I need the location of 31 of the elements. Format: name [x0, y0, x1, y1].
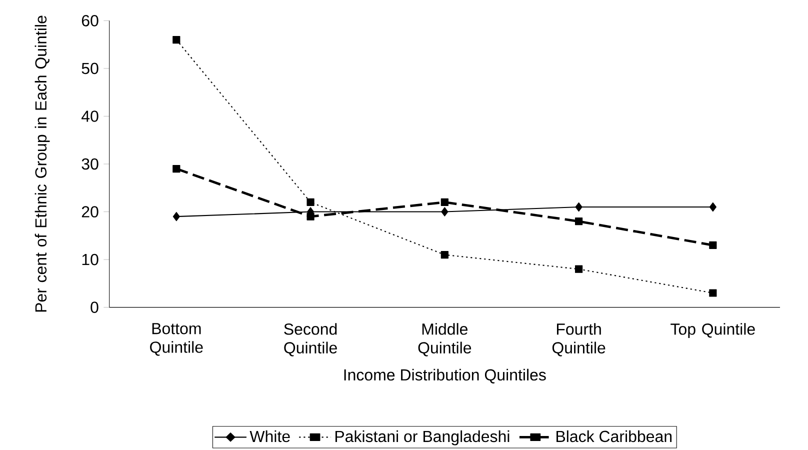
y-tick-label: 40 — [82, 110, 98, 122]
y-tick-label: 0 — [90, 302, 98, 313]
point — [440, 250, 448, 259]
legend-label: White — [250, 430, 290, 442]
point — [172, 36, 180, 44]
point — [172, 212, 180, 222]
x-tick-label: Second Quintile — [284, 323, 337, 356]
y-tick-label: 30 — [82, 158, 98, 170]
x-axis-title: Income Distribution Quintiles — [344, 368, 546, 384]
y-tick-label: 50 — [82, 62, 98, 74]
point — [172, 164, 180, 173]
point — [306, 212, 314, 220]
point — [440, 198, 448, 206]
y-axis-title: Per cent of Ethnic Group in Each Quintile — [34, 16, 50, 312]
point — [306, 198, 314, 206]
y-tick-label: 60 — [82, 15, 98, 26]
point — [574, 218, 583, 226]
point — [441, 207, 448, 216]
x-tick-label: Middle Quintile — [418, 323, 472, 356]
y-tick-label: 20 — [82, 206, 98, 218]
point — [709, 289, 717, 297]
point — [709, 202, 716, 212]
legend-label: Black Caribbean — [556, 430, 672, 442]
x-tick-label: Top Quintile — [670, 323, 755, 338]
x-tick-label: Bottom Quintile — [150, 323, 203, 356]
point — [575, 202, 582, 212]
x-tick-label: Fourth Quintile — [552, 323, 606, 356]
y-tick-label: 10 — [82, 254, 98, 266]
point — [709, 241, 717, 250]
point — [574, 265, 583, 273]
legend-label: Pakistani or Bangladeshi — [335, 430, 510, 446]
